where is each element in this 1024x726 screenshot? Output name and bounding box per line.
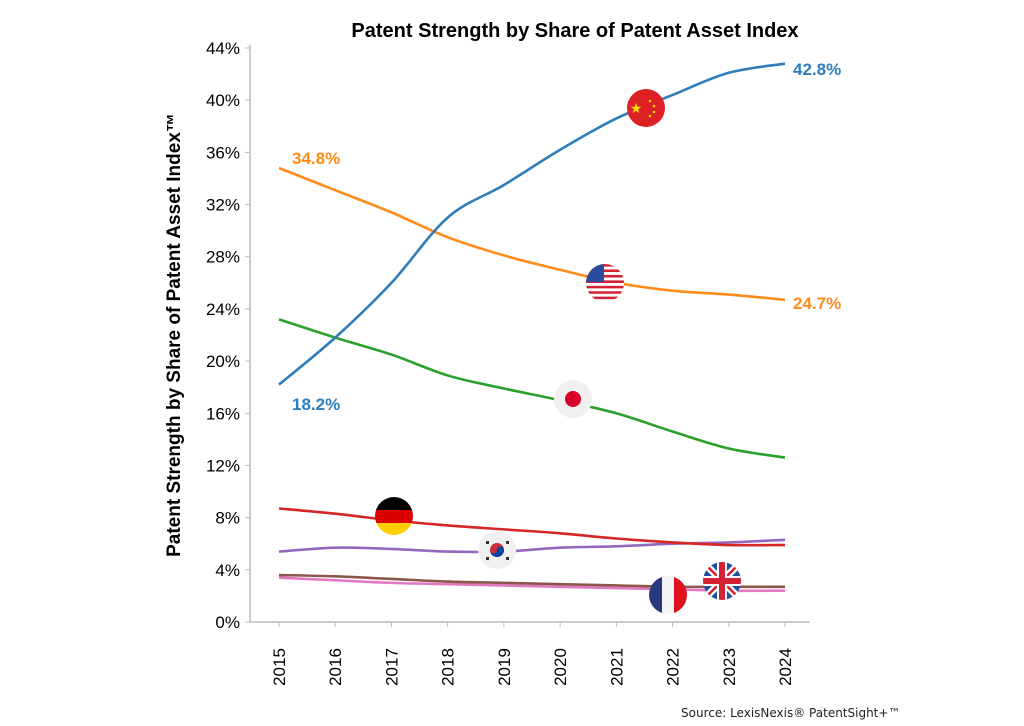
x-tick-label: 2016 (326, 648, 345, 686)
y-tick-label: 44% (206, 39, 240, 58)
south-korea-flag-icon (478, 531, 516, 569)
series-line-usa (278, 166, 786, 302)
flag-part (375, 497, 413, 510)
flag-part (375, 510, 413, 523)
x-tick-label: 2024 (776, 648, 795, 686)
germany-flag-body (375, 497, 413, 535)
x-tick-label: 2018 (439, 648, 458, 686)
star-icon (652, 110, 656, 114)
series-line-france (278, 576, 786, 593)
star-icon (652, 104, 656, 108)
france-flag-icon (649, 576, 687, 614)
uk-flag-icon (703, 562, 741, 600)
x-tick-label: 2019 (495, 648, 514, 686)
series-line-china (278, 62, 786, 386)
flag-part (586, 269, 624, 273)
y-tick-label: 8% (215, 509, 240, 528)
flag-part (586, 293, 624, 297)
source-note: Source: LexisNexis® PatentSight+™ (681, 706, 901, 720)
flag-part (586, 285, 624, 289)
flag-part (586, 283, 624, 286)
data-label-china-end: 42.8% (793, 60, 841, 79)
y-tick-label: 0% (215, 613, 240, 632)
flag-part (674, 576, 687, 614)
flag-part (586, 291, 624, 294)
x-tick-label: 2022 (664, 648, 683, 686)
x-tick-label: 2023 (720, 648, 739, 686)
flag-part (586, 288, 624, 292)
flag-part (662, 576, 674, 614)
flag-part (486, 557, 489, 560)
data-label-usa-end: 24.7% (793, 294, 841, 313)
usa-flag-icon (586, 264, 624, 302)
data-label-china-start: 18.2% (292, 395, 340, 414)
south-korea-flag-body (478, 531, 516, 569)
flag-part (586, 274, 624, 278)
series-line-japan (278, 318, 786, 459)
flag-part (486, 541, 489, 544)
flag-part (565, 391, 581, 407)
flag-part (586, 299, 624, 302)
y-tick-label: 20% (206, 352, 240, 371)
japan-flag-icon (554, 380, 592, 418)
y-axis-label: Patent Strength by Share of Patent Asset… (164, 113, 185, 557)
flag-part (506, 557, 509, 560)
y-tick-label: 36% (206, 143, 240, 162)
star-icon (648, 114, 652, 118)
chart-title: Patent Strength by Share of Patent Asset… (351, 20, 798, 42)
series-line-uk (278, 573, 785, 589)
flag-part (586, 266, 624, 270)
usa-flag-body (586, 264, 624, 302)
flag-part (586, 264, 624, 267)
flag-part (719, 562, 725, 600)
star-icon (648, 99, 652, 103)
china-flag-icon: ★ (627, 89, 665, 127)
flag-part (649, 576, 662, 614)
flag-part (586, 280, 624, 283)
flag-part (586, 272, 624, 275)
x-tick-label: 2021 (607, 648, 626, 686)
y-tick-label: 28% (206, 248, 240, 267)
series-line-south-korea (278, 538, 786, 554)
flag-part (375, 523, 413, 535)
x-tick-label: 2015 (270, 648, 289, 686)
y-tick-label: 40% (206, 91, 240, 110)
flag-part (490, 546, 504, 557)
series-line-germany (278, 507, 786, 547)
x-tick-label: 2020 (551, 648, 570, 686)
flag-part (586, 296, 624, 300)
flag-part (586, 264, 604, 282)
flag-part (506, 541, 509, 544)
y-tick-label: 32% (206, 196, 240, 215)
uk-flag-body (703, 562, 741, 600)
germany-flag-icon (375, 497, 413, 535)
france-flag-body (649, 576, 687, 614)
y-tick-label: 4% (215, 561, 240, 580)
y-tick-label: 12% (206, 456, 240, 475)
data-label-usa-start: 34.8% (292, 149, 340, 168)
x-tick-label: 2017 (382, 648, 401, 686)
china-flag-body: ★ (627, 89, 665, 127)
y-tick-label: 16% (206, 404, 240, 423)
y-tick-label: 24% (206, 300, 240, 319)
star-icon: ★ (630, 100, 643, 116)
flag-part (586, 277, 624, 281)
japan-flag-body (554, 380, 592, 418)
flag-part (627, 89, 665, 127)
